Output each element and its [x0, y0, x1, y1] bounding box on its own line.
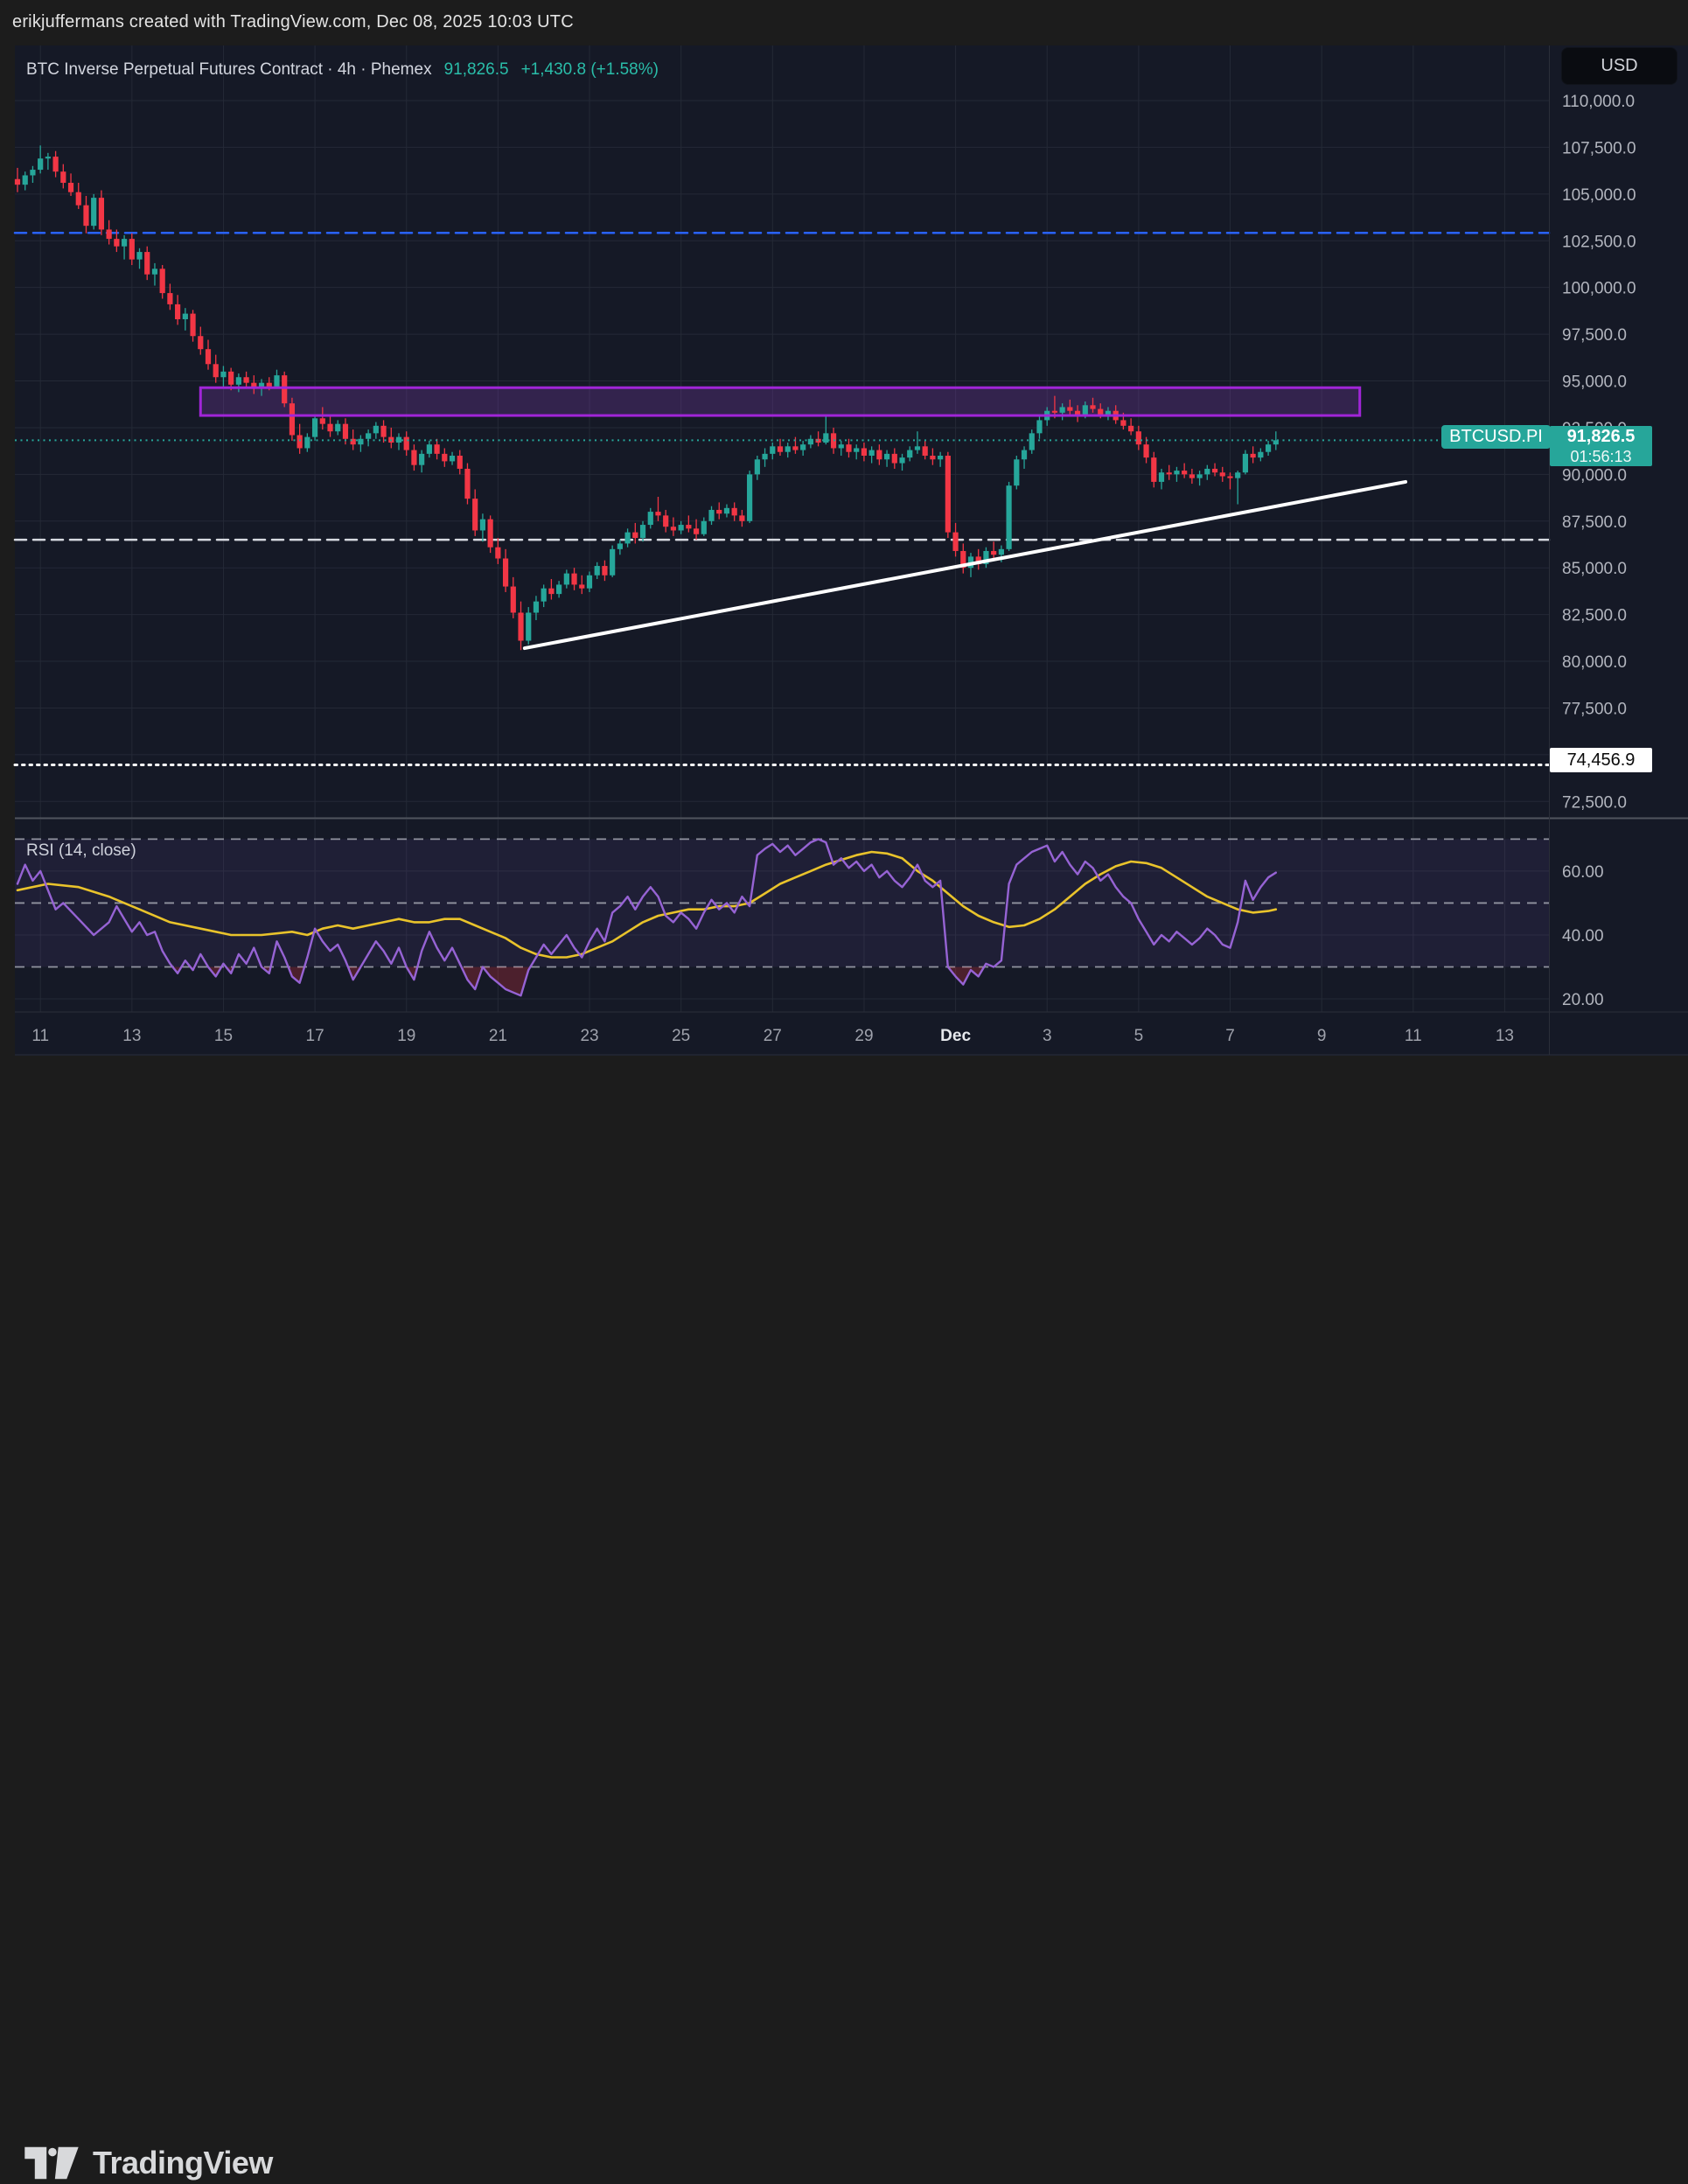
candlestick-series: [14, 145, 1279, 651]
time-tick-label: 27: [764, 1027, 782, 1045]
time-tick-label: 17: [306, 1027, 324, 1045]
price-tick-label: 107,500.0: [1562, 139, 1636, 157]
rsi-tick-label: 40.00: [1562, 927, 1604, 945]
bar-countdown: 01:56:13: [1570, 448, 1632, 465]
symbol-header: BTC Inverse Perpetual Futures Contract ·…: [26, 59, 659, 81]
symbol-price-flag: BTCUSD.PI: [1441, 425, 1551, 449]
last-price-value: 91,826.5: [1566, 427, 1636, 446]
alert-price-label: 74,456.9: [1550, 748, 1652, 772]
price-tick-label: 95,000.0: [1562, 373, 1627, 392]
symbol-title[interactable]: BTC Inverse Perpetual Futures Contract ·…: [26, 60, 432, 79]
footer-bar: TradingView: [0, 1056, 1688, 2181]
time-tick-label: 9: [1317, 1027, 1327, 1045]
time-tick-label: 29: [854, 1027, 873, 1045]
price-tick-label: 105,000.0: [1562, 186, 1636, 205]
attribution-text: erikjuffermans created with TradingView.…: [12, 12, 574, 31]
chart-plot-area[interactable]: 110,000.0 107,500.0 105,000.0 102,500.0 100,…: [0, 45, 1688, 1056]
time-tick-label: 25: [672, 1027, 690, 1045]
time-tick-label: 7: [1225, 1027, 1235, 1045]
rsi-indicator-title[interactable]: RSI (14, close): [26, 841, 136, 860]
price-tick-label: 72,500.0: [1562, 793, 1627, 812]
price-tick-label: 110,000.0: [1562, 93, 1635, 111]
time-tick-label: 13: [1496, 1027, 1514, 1045]
rsi-tick-label: 20.00: [1562, 991, 1604, 1009]
tradingview-logo[interactable]: TradingView: [24, 2142, 273, 2184]
price-tick-label: 97,500.0: [1562, 326, 1627, 345]
price-tick-label: 87,500.0: [1562, 513, 1627, 532]
symbol-change: +1,430.8 (+1.58%): [520, 60, 659, 79]
currency-label: USD: [1601, 56, 1638, 75]
price-tick-label: 77,500.0: [1562, 700, 1627, 718]
attribution-bar: erikjuffermans created with TradingView.…: [0, 0, 1688, 45]
time-tick-label: 21: [489, 1027, 507, 1045]
ascending-trendline[interactable]: [522, 479, 1408, 651]
time-tick-label: 19: [397, 1027, 415, 1045]
price-tick-label: 100,000.0: [1562, 280, 1636, 298]
time-tick-label: Dec: [940, 1027, 971, 1045]
rsi-scale[interactable]: 60.00 40.00 20.00: [1562, 863, 1604, 1009]
horizontal-levels: [13, 232, 1551, 766]
time-tick-label: 5: [1134, 1027, 1144, 1045]
supply-zone-border[interactable]: [199, 386, 1362, 417]
chart-background: [15, 45, 1688, 1056]
alert-price-value: 74,456.9: [1566, 750, 1636, 770]
brand-wordmark: TradingView: [93, 2145, 273, 2181]
tradingview-logo-icon: [24, 2146, 79, 2180]
currency-toggle-button[interactable]: USD: [1561, 47, 1678, 85]
symbol-flag-text: BTCUSD.PI: [1449, 427, 1543, 446]
price-tick-label: 85,000.0: [1562, 560, 1627, 578]
time-tick-label: 15: [214, 1027, 233, 1045]
time-scale[interactable]: 11 13 15 17 19 21 23 25 27 29 Dec 3 5 7 9 11 13: [31, 1027, 1514, 1045]
rsi-tick-label: 60.00: [1562, 863, 1604, 882]
price-tick-label: 90,000.0: [1562, 466, 1627, 485]
time-tick-label: 23: [580, 1027, 598, 1045]
time-tick-label: 11: [1405, 1027, 1422, 1045]
price-tick-label: 80,000.0: [1562, 653, 1627, 672]
rsi-line[interactable]: [16, 838, 1278, 997]
supply-zone-fill[interactable]: [200, 387, 1360, 416]
grid-lines: [15, 45, 1549, 1012]
rsi-oversold-fill: [17, 966, 1276, 996]
price-tick-label: 102,500.0: [1562, 233, 1636, 251]
time-tick-label: 3: [1043, 1027, 1052, 1045]
last-price-label: 91,826.5 01:56:13: [1550, 426, 1652, 466]
rsi-ma-line[interactable]: [16, 850, 1278, 959]
price-tick-label: 82,500.0: [1562, 607, 1627, 625]
symbol-last-price: 91,826.5: [443, 60, 509, 79]
time-tick-label: 13: [122, 1027, 141, 1045]
time-tick-label: 11: [31, 1027, 49, 1045]
